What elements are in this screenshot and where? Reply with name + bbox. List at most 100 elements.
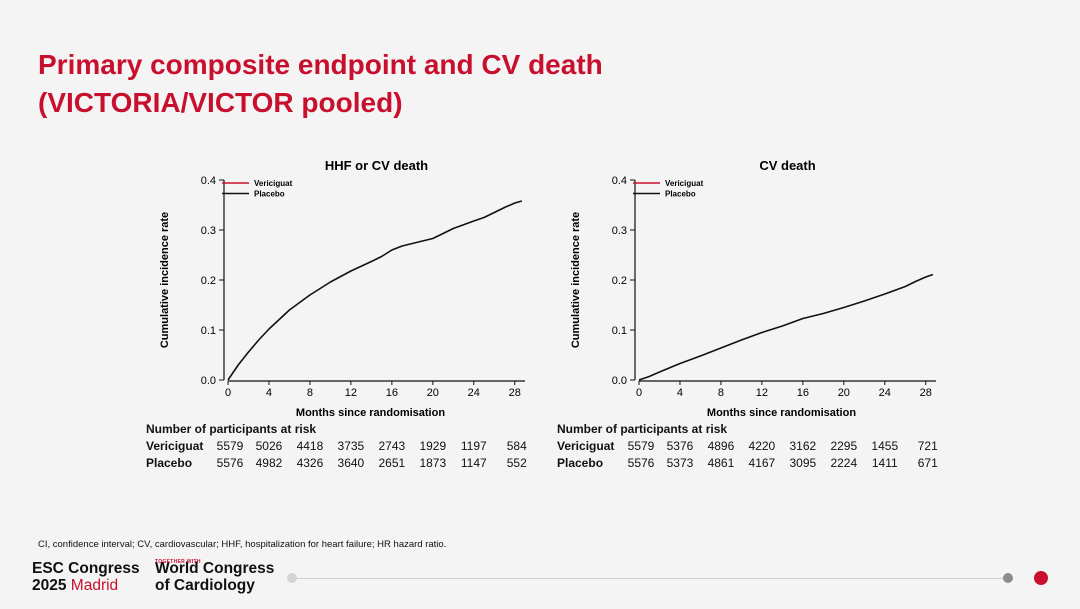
x-tick-label: 16 xyxy=(797,387,809,399)
x-tick-label: 12 xyxy=(345,387,357,399)
risk-count: 5373 xyxy=(666,456,694,470)
risk-count: 3095 xyxy=(789,456,817,470)
esc-logo-city: Madrid xyxy=(70,577,119,594)
risk-count: 1197 xyxy=(460,439,487,453)
esc-logo-line-2: 2025 Madrid xyxy=(32,577,140,594)
risk-count: 2295 xyxy=(830,439,858,453)
y-tick-label: 0.1 xyxy=(201,325,216,337)
x-tick-label: 20 xyxy=(838,387,850,399)
risk-count: 4861 xyxy=(707,456,735,470)
progress-track xyxy=(292,578,1008,579)
x-tick-label: 0 xyxy=(225,387,231,399)
legend-label-vericiguat: Vericiguat xyxy=(665,179,704,188)
risk-row-label: Vericiguat xyxy=(557,439,615,453)
risk-table-cv-death: Number of participants at risk Vericigua… xyxy=(557,421,957,472)
series-line-placebo xyxy=(638,273,934,381)
y-axis-label: Cumulative incidence rate xyxy=(570,212,582,348)
risk-row-placebo: Placebo 5576 5373 4861 4167 3095 2224 1411 671 xyxy=(557,455,957,472)
together-with-label: TOGETHER WITH xyxy=(155,559,201,565)
risk-row-label: Vericiguat xyxy=(146,439,204,453)
legend-label-placebo: Placebo xyxy=(254,190,285,199)
chart-cv-death: CV death 0.0 0.1 0.2 0.3 0.4 0 4 8 12 16 20 24 28 Mont… xyxy=(570,158,936,419)
risk-count: 4896 xyxy=(707,439,735,453)
risk-count: 584 xyxy=(506,439,527,453)
x-tick-label: 0 xyxy=(636,387,642,399)
x-tick-label: 16 xyxy=(386,387,398,399)
y-tick-label: 0.4 xyxy=(612,175,627,187)
risk-row-vericiguat: Vericiguat 5579 5026 4418 3735 2743 1929 1197 58… xyxy=(146,438,546,455)
x-tick-label: 4 xyxy=(266,387,272,399)
esc-logo-year: 2025 xyxy=(32,577,67,594)
risk-count: 5579 xyxy=(216,439,244,453)
footnote: CI, confidence interval; CV, cardiovascu… xyxy=(38,539,447,550)
x-tick-label: 24 xyxy=(468,387,480,399)
risk-table-header: Number of participants at risk xyxy=(146,422,317,436)
series-line-placebo xyxy=(227,200,523,381)
risk-table-hhf-or-cv-death: Number of participants at risk Vericigua… xyxy=(146,421,546,472)
risk-count: 4982 xyxy=(255,456,283,470)
risk-count: 2743 xyxy=(378,439,406,453)
risk-count: 552 xyxy=(506,456,527,470)
y-tick-label: 0.0 xyxy=(201,375,216,387)
risk-count: 3162 xyxy=(789,439,817,453)
x-tick-label: 24 xyxy=(879,387,891,399)
x-tick-label: 8 xyxy=(718,387,724,399)
x-axis-label: Months since randomisation xyxy=(296,407,445,419)
y-axis-label: Cumulative incidence rate xyxy=(159,212,171,348)
risk-count: 1455 xyxy=(871,439,899,453)
risk-table-header: Number of participants at risk xyxy=(557,422,728,436)
chart-hhf-or-cv-death: HHF or CV death 0.0 0.1 0.2 0.3 0.4 0 4 8 12 16 20 2… xyxy=(159,158,525,419)
risk-count: 1147 xyxy=(460,456,487,470)
risk-count: 1873 xyxy=(419,456,447,470)
x-tick-label: 12 xyxy=(756,387,768,399)
esc-logo-line-1: ESC Congress xyxy=(32,560,140,577)
risk-count: 4326 xyxy=(296,456,324,470)
risk-row-vericiguat: Vericiguat 5579 5376 4896 4220 3162 2295 1455 72… xyxy=(557,438,957,455)
y-tick-label: 0.3 xyxy=(201,225,216,237)
chart-title: HHF or CV death xyxy=(325,158,428,173)
risk-count: 3640 xyxy=(337,456,365,470)
risk-count: 4418 xyxy=(296,439,324,453)
progress-current-dot[interactable] xyxy=(1034,571,1048,585)
risk-count: 5576 xyxy=(216,456,244,470)
risk-count: 721 xyxy=(917,439,938,453)
risk-count: 5376 xyxy=(666,439,694,453)
x-tick-label: 8 xyxy=(307,387,313,399)
risk-count: 2224 xyxy=(830,456,858,470)
risk-count: 4220 xyxy=(748,439,776,453)
risk-count: 5576 xyxy=(627,456,655,470)
slide-title: Primary composite endpoint and CV death … xyxy=(38,46,938,122)
x-tick-label: 20 xyxy=(427,387,439,399)
wc-logo-line-1: World Congress xyxy=(155,560,275,577)
x-tick-label: 28 xyxy=(509,387,521,399)
risk-count: 671 xyxy=(917,456,938,470)
x-axis-label: Months since randomisation xyxy=(707,407,856,419)
slide-title-line-1: Primary composite endpoint and CV death xyxy=(38,49,603,80)
risk-count: 2651 xyxy=(378,456,406,470)
x-tick-label: 28 xyxy=(920,387,932,399)
x-tick-label: 4 xyxy=(677,387,683,399)
y-tick-label: 0.4 xyxy=(201,175,216,187)
risk-count: 3735 xyxy=(337,439,365,453)
wc-logo-line-2: of Cardiology xyxy=(155,577,255,594)
progress-mid-dot xyxy=(1003,573,1013,583)
slide-title-line-2: (VICTORIA/VICTOR pooled) xyxy=(38,87,403,118)
y-tick-label: 0.2 xyxy=(612,275,627,287)
esc-congress-logo: ESC Congress 2025 Madrid xyxy=(32,560,140,594)
world-congress-logo: TOGETHER WITH World Congress of Cardiolo… xyxy=(155,559,275,594)
risk-row-label: Placebo xyxy=(146,456,193,470)
y-tick-label: 0.2 xyxy=(201,275,216,287)
risk-row-label: Placebo xyxy=(557,456,604,470)
risk-row-placebo: Placebo 5576 4982 4326 3640 2651 1873 1147 552 xyxy=(146,455,546,472)
legend-label-placebo: Placebo xyxy=(665,190,696,199)
legend-label-vericiguat: Vericiguat xyxy=(254,179,293,188)
chart-title: CV death xyxy=(759,158,815,173)
risk-count: 1929 xyxy=(419,439,447,453)
progress-start-dot xyxy=(287,573,297,583)
y-tick-label: 0.3 xyxy=(612,225,627,237)
risk-count: 1411 xyxy=(871,456,898,470)
risk-count: 5579 xyxy=(627,439,655,453)
risk-count: 4167 xyxy=(748,456,776,470)
y-tick-label: 0.1 xyxy=(612,325,627,337)
risk-count: 5026 xyxy=(255,439,283,453)
